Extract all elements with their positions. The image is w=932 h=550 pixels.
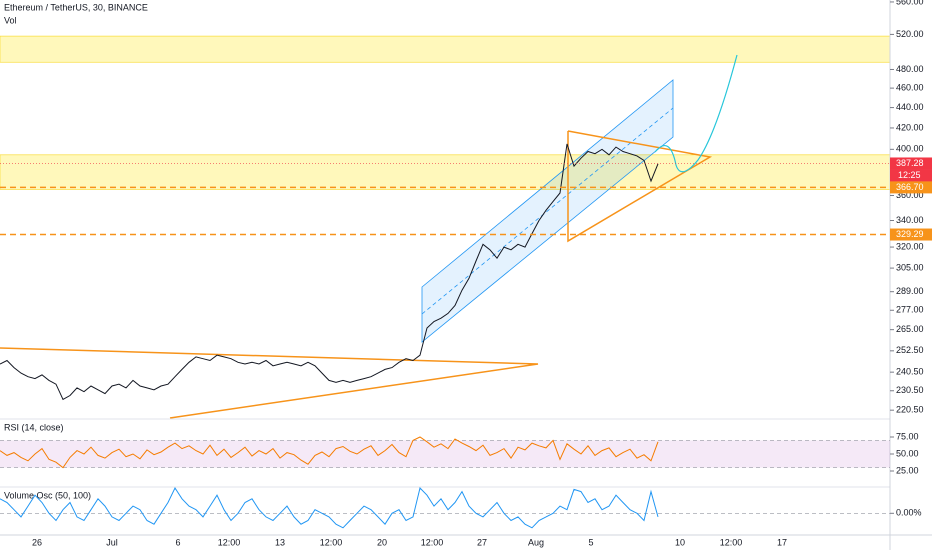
- zone: [0, 154, 891, 190]
- price-marker-label: 366.70: [896, 182, 924, 192]
- time-label: 13: [275, 537, 285, 547]
- y-tick-label: 230.50: [896, 385, 924, 395]
- pane: 0.00%: [0, 486, 922, 529]
- chart-title: Ethereum / TetherUS, 30, BINANCE: [4, 2, 148, 12]
- y-tick-label: 252.50: [896, 345, 924, 355]
- time-label: 5: [588, 537, 593, 547]
- time-label: Jul: [106, 537, 118, 547]
- channel-midline: [421, 107, 674, 315]
- rsi-band: [0, 440, 890, 468]
- rsi-title: RSI (14, close): [4, 422, 64, 432]
- y-tick-label: 265.00: [896, 324, 924, 334]
- time-label: 27: [477, 537, 487, 547]
- countdown-box: [890, 169, 932, 182]
- y-tick-label: 520.00: [896, 29, 924, 39]
- time-label: 12:00: [720, 537, 743, 547]
- y-tick-label: 480.00: [896, 64, 924, 74]
- volume-label: Vol: [4, 15, 17, 25]
- price-marker-label: 329.29: [896, 229, 924, 239]
- time-label: 12:00: [320, 537, 343, 547]
- y-tick-label: 289.00: [896, 286, 924, 296]
- price-marker: [890, 157, 932, 170]
- time-label: 12:00: [421, 537, 444, 547]
- y-tick-label: 460.00: [896, 82, 924, 92]
- time-label: 17: [777, 537, 787, 547]
- y-tick-label: 0.00%: [896, 508, 922, 518]
- time-label: 12:00: [218, 537, 241, 547]
- y-tick-label: 75.00: [896, 431, 919, 441]
- series-line: [0, 143, 659, 401]
- osc-title: Volume Osc (50, 100): [4, 490, 91, 500]
- pane: 25.00 50.00 75.00: [0, 431, 919, 475]
- projection: [654, 54, 738, 173]
- y-tick-label: 320.00: [896, 241, 924, 251]
- price-marker-label: 387.28: [896, 158, 924, 168]
- y-tick-label: 50.00: [896, 448, 919, 458]
- y-tick-label: 240.50: [896, 367, 924, 377]
- y-tick-label: 440.00: [896, 102, 924, 112]
- time-label: 20: [377, 537, 387, 547]
- series-line: [0, 486, 659, 529]
- y-tick-label: 340.00: [896, 215, 924, 225]
- triangle: [567, 130, 713, 243]
- price-marker: [890, 181, 932, 194]
- y-tick-label: 305.00: [896, 262, 924, 272]
- time-label: 10: [675, 537, 685, 547]
- y-tick-label: 400.00: [896, 144, 924, 154]
- pane: 220.50 230.50 240.50 252.50 265.00 277.00 289.…: [0, 0, 932, 415]
- y-tick-label: 220.50: [896, 405, 924, 415]
- time-label: 26: [32, 537, 42, 547]
- y-tick-label: 25.00: [896, 465, 919, 475]
- price-marker: [890, 228, 932, 241]
- drawings: [0, 54, 738, 419]
- time-label: 6: [175, 537, 180, 547]
- y-tick-label: 560.00: [896, 0, 924, 6]
- y-tick-label: 420.00: [896, 122, 924, 132]
- zone: [0, 35, 891, 63]
- countdown: 12:25: [898, 170, 921, 180]
- triangle: [0, 347, 539, 419]
- time-label: Aug: [528, 537, 544, 547]
- y-tick-label: 360.00: [896, 190, 924, 200]
- y-tick-label: 277.00: [896, 305, 924, 315]
- series-line: [0, 436, 659, 469]
